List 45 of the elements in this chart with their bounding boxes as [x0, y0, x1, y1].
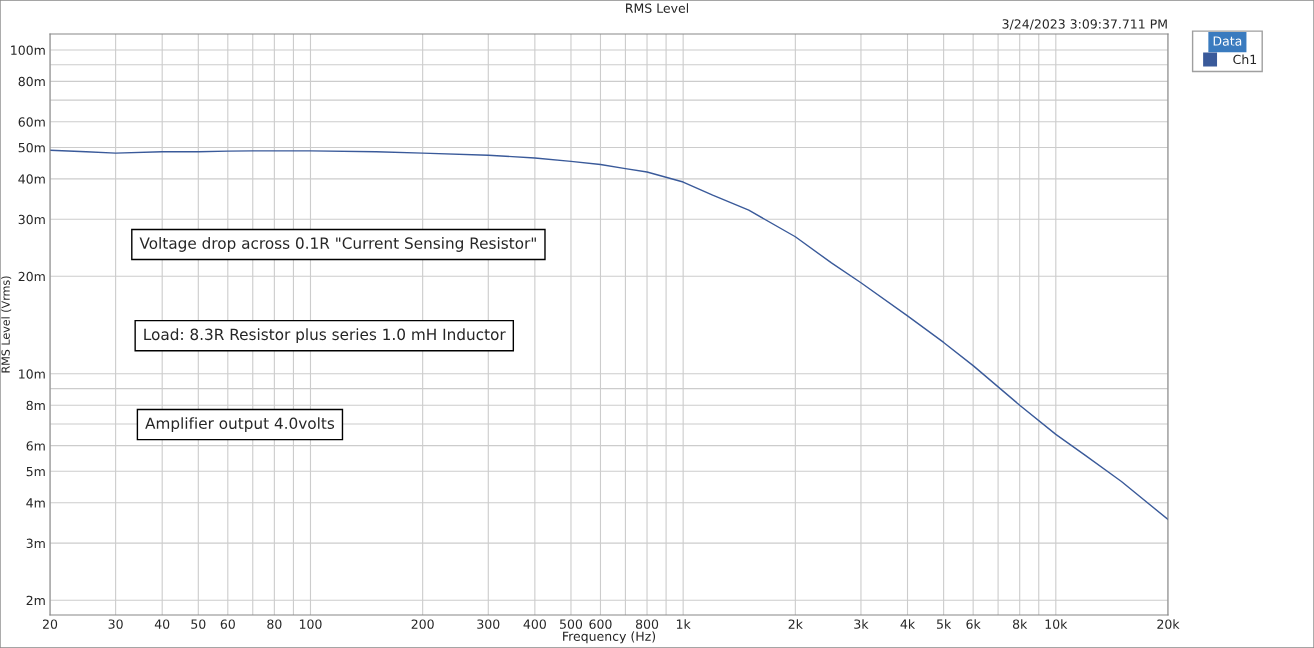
x-tick-label: 8k: [1012, 619, 1028, 629]
y-tick-label: 2m: [26, 595, 45, 605]
x-tick-label: 3k: [854, 619, 869, 629]
legend-title: Data: [1213, 36, 1242, 46]
y-tick-label: 8m: [26, 400, 45, 411]
legend-label: Ch1: [1233, 54, 1257, 65]
y-tick-label: 5m: [26, 466, 45, 477]
annotation: Load: 8.3R Resistor plus series 1.0 mH Inductor: [144, 328, 506, 344]
x-tick-label: 2k: [788, 619, 803, 629]
x-tick-label: 100: [299, 619, 322, 629]
x-tick-label: 1k: [676, 619, 691, 629]
x-tick-label: 800: [635, 619, 659, 629]
x-axis-title: Frequency (Hz): [563, 631, 656, 644]
x-tick-label: 4k: [900, 619, 916, 629]
y-tick-label: 6m: [26, 441, 45, 451]
x-tick-label: 600: [589, 619, 612, 629]
x-tick-label: 10k: [1045, 619, 1068, 629]
x-tick-label: 20k: [1157, 619, 1180, 629]
x-tick-label: 30: [108, 619, 123, 629]
y-tick-label: 4m: [26, 498, 45, 508]
y-axis-title: RMS Level (Vrms): [1, 276, 12, 373]
x-tick-label: 300: [477, 619, 500, 629]
y-tick-label: 100m: [11, 45, 45, 55]
y-tick-label: 40m: [18, 174, 45, 184]
x-tick-label: 400: [523, 619, 546, 629]
annotation: Voltage drop across 0.1R "Current Sensing Resistor": [139, 237, 536, 252]
y-tick-label: 3m: [26, 538, 45, 549]
x-tick-label: 500: [560, 619, 583, 629]
x-tick-label: 50: [191, 619, 206, 629]
annotation: Amplifier output 4.0volts: [145, 417, 335, 432]
x-tick-label: 5k: [937, 619, 952, 629]
y-tick-label: 50m: [18, 142, 45, 153]
x-tick-label: 6k: [966, 619, 981, 629]
y-tick-label: 60m: [18, 117, 45, 127]
x-tick-label: 20: [42, 619, 58, 629]
chart-title: RMS Level: [626, 3, 689, 13]
y-tick-label: 80m: [18, 76, 45, 87]
x-tick-label: 40: [154, 619, 170, 629]
y-tick-label: 10m: [19, 369, 45, 379]
x-tick-label: 60: [220, 619, 235, 629]
y-tick-label: 30m: [18, 214, 45, 225]
x-tick-label: 200: [411, 619, 434, 629]
x-tick-label: 80: [267, 619, 282, 629]
text: 3/24/2023 3:09:37.711 PM: [1002, 19, 1167, 30]
y-tick-label: 20m: [18, 271, 45, 282]
